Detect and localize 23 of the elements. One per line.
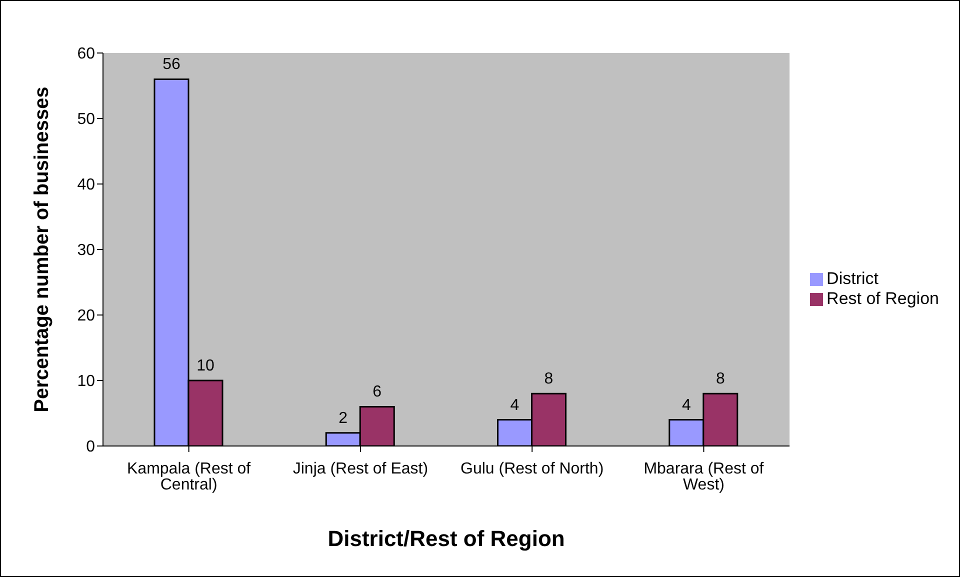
y-tick-label: 0 [86, 438, 96, 456]
data-label: 4 [682, 396, 691, 414]
data-label: 8 [544, 370, 554, 388]
y-tick-label: 10 [77, 373, 96, 390]
legend-label: District [826, 268, 878, 288]
y-tick-label: 60 [77, 46, 96, 63]
x-tick-label: Jinja (Rest of East) [292, 460, 428, 478]
y-axis-title: Percentage number of businesses [31, 86, 54, 412]
data-label: 56 [162, 56, 180, 74]
data-label: 10 [196, 358, 214, 374]
y-tick-label: 40 [77, 176, 96, 194]
y-tick-label: 20 [77, 308, 96, 325]
x-tick-label: Gulu (Rest of North) [460, 460, 604, 478]
data-label: 2 [338, 410, 348, 427]
data-label: 4 [510, 396, 520, 414]
x-axis-title: District/Rest of Region [328, 526, 565, 551]
legend-label: Rest of Region [826, 288, 939, 308]
y-tick-label: 50 [77, 111, 96, 128]
x-tick-label: Mbarara (Rest of West) [644, 460, 764, 494]
data-label: 8 [716, 370, 725, 388]
data-label: 6 [372, 384, 382, 401]
x-tick-label: Kampala (Rest of Central) [127, 460, 252, 494]
y-tick-label: 30 [77, 242, 96, 260]
